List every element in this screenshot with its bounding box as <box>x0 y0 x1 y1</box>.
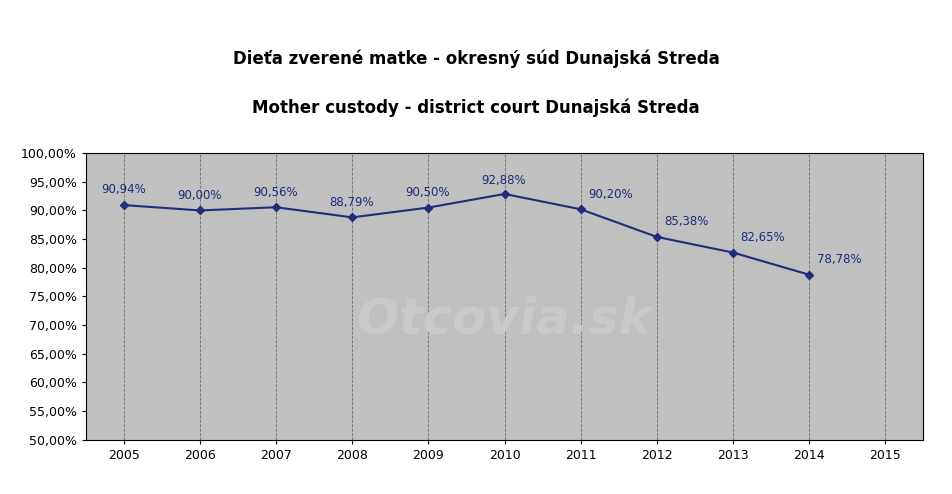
Text: 90,94%: 90,94% <box>101 183 146 197</box>
Text: 85,38%: 85,38% <box>664 215 709 228</box>
Text: 90,20%: 90,20% <box>588 188 633 201</box>
Text: 92,88%: 92,88% <box>482 174 526 187</box>
Text: 90,56%: 90,56% <box>253 186 298 199</box>
Text: 90,00%: 90,00% <box>177 189 222 202</box>
Text: Otcovia.sk: Otcovia.sk <box>357 295 652 343</box>
Text: 82,65%: 82,65% <box>741 231 785 244</box>
Text: 90,50%: 90,50% <box>406 186 450 199</box>
Text: 78,78%: 78,78% <box>817 253 862 266</box>
Text: 88,79%: 88,79% <box>329 196 374 209</box>
Text: Mother custody - district court Dunajská Streda: Mother custody - district court Dunajská… <box>252 99 700 117</box>
Text: Dieťa zverené matke - okresný súd Dunajská Streda: Dieťa zverené matke - okresný súd Dunajs… <box>232 49 720 68</box>
